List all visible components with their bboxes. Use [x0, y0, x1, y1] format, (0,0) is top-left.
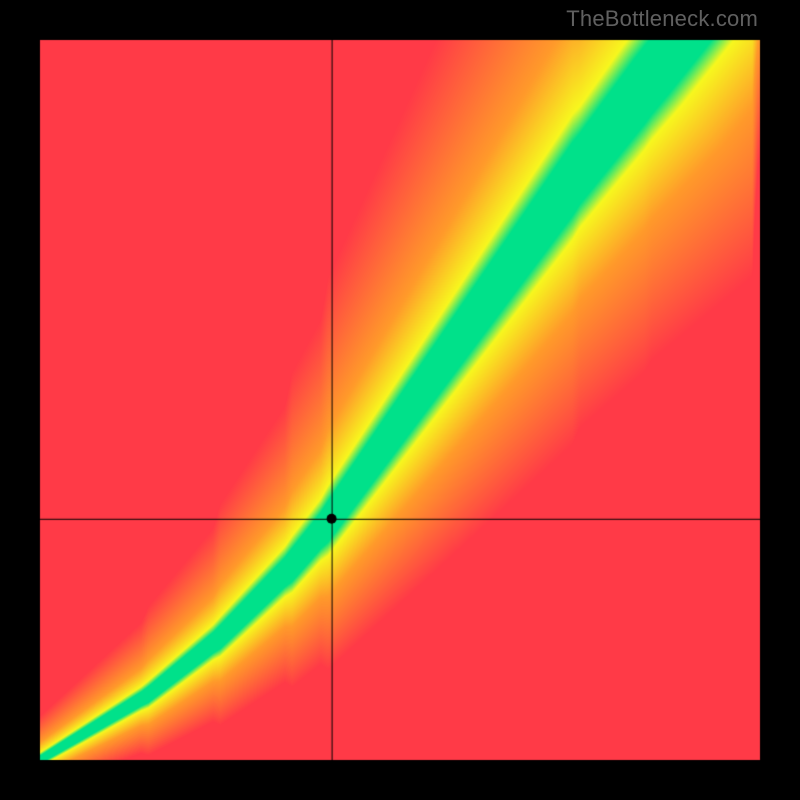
watermark-text: TheBottleneck.com: [566, 6, 758, 32]
bottleneck-heatmap: [0, 0, 800, 800]
chart-container: TheBottleneck.com: [0, 0, 800, 800]
